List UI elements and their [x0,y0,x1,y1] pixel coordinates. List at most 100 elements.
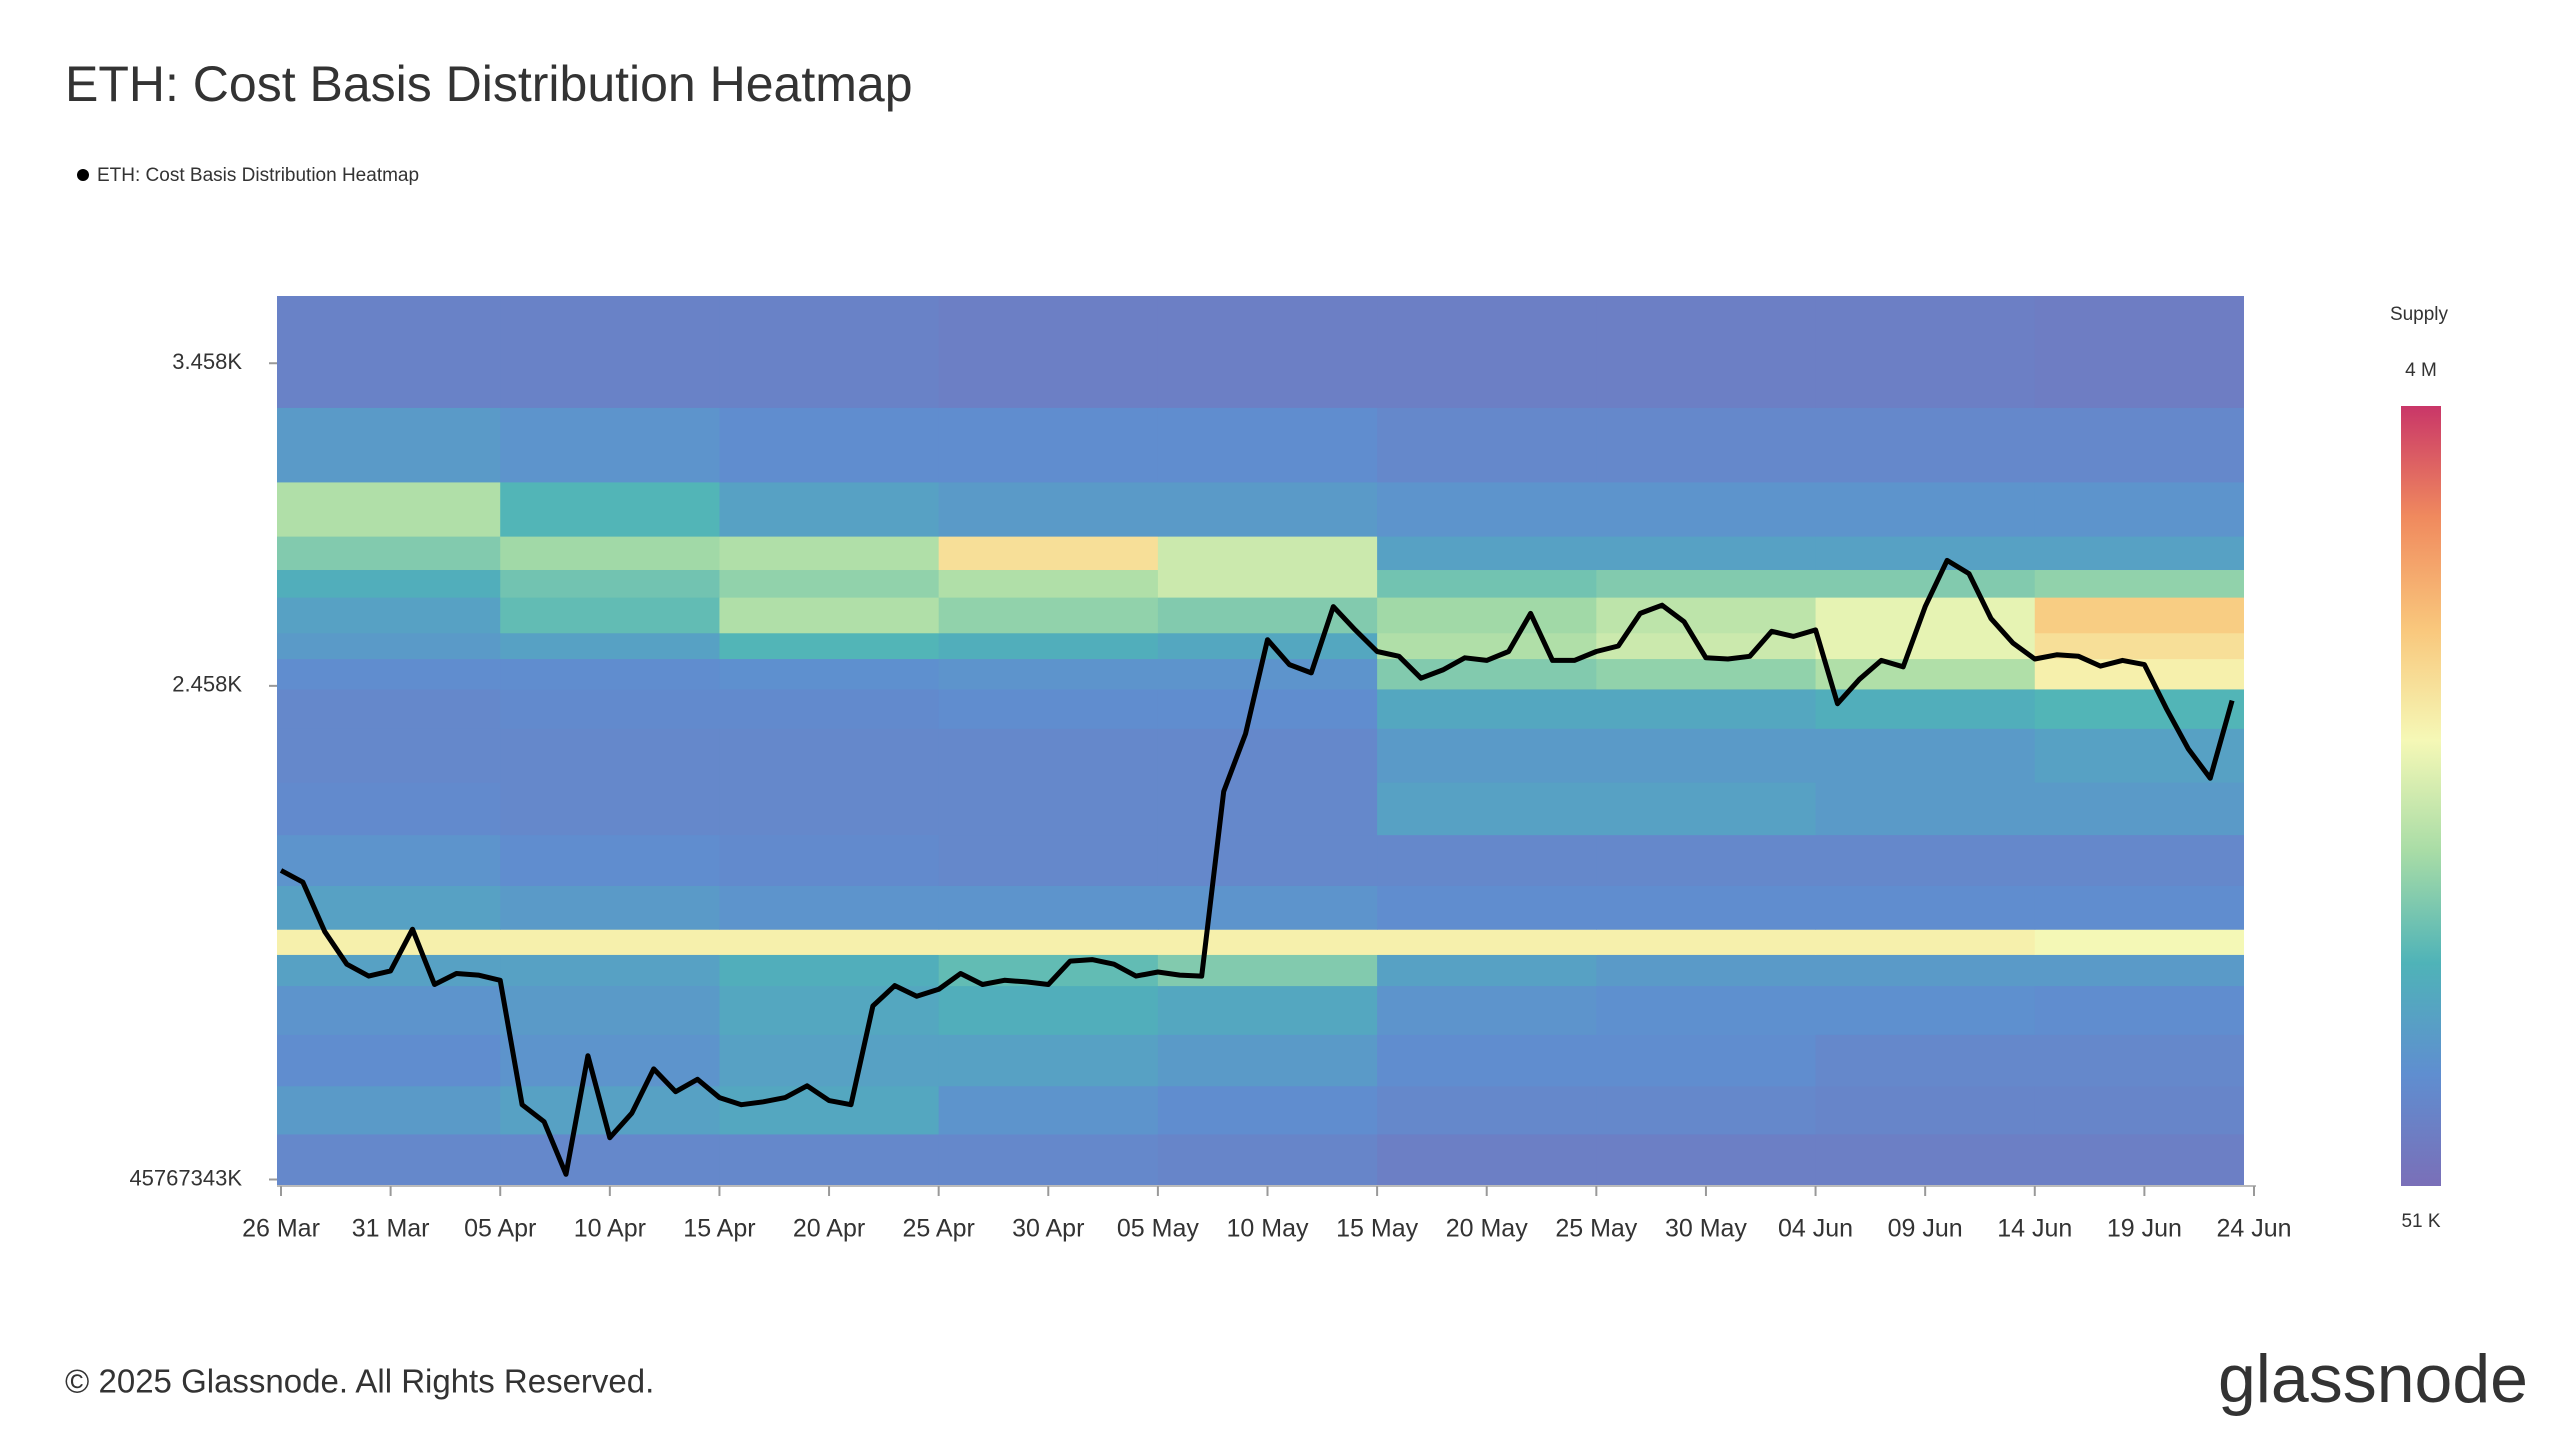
heat-cell [2034,1085,2244,1135]
heat-cell [1377,929,1597,955]
heat-cell [1157,834,1378,886]
heat-cell [938,296,1159,408]
heat-cell [277,569,501,598]
heat-cell [719,885,940,930]
heat-cell [1157,1133,1378,1186]
heat-cell [500,536,720,571]
heat-cell [1596,688,1817,729]
heat-cell [1157,1034,1378,1087]
heat-cell [500,834,720,886]
heat-cell [277,481,501,537]
heat-cell [719,1133,940,1186]
heat-cell [2034,834,2244,886]
colorbar-label: 51 K [2401,1211,2440,1232]
heat-cell [1157,658,1378,690]
heat-cell [277,782,501,836]
heat-cell [2034,407,2244,483]
heat-cell [2034,481,2244,537]
heat-cell [2034,782,2244,836]
heat-cell [1157,1085,1378,1135]
y-tick-label: 45767343K [129,1165,242,1190]
heat-cell [1815,407,2036,483]
x-tick-label: 26 Mar [242,1215,320,1243]
heat-cell [2034,597,2244,634]
heat-cell [277,1085,501,1135]
heat-cell [719,1085,940,1135]
heat-cell [1377,296,1597,408]
price-line [279,557,2235,1177]
heat-cell [719,1034,940,1087]
heat-cell [500,985,720,1035]
heat-cell [938,481,1159,537]
y-tick-label: 3.458K [172,349,242,374]
heat-cell [277,885,501,930]
heat-cell [2034,885,2244,930]
x-tick-label: 05 Apr [464,1215,536,1243]
heat-cell [938,885,1159,930]
x-tick-label: 15 Apr [683,1215,755,1243]
heat-cell [719,954,940,987]
heat-cell [1596,536,1817,571]
heat-cell [277,632,501,660]
heat-cell [1815,688,2036,729]
heat-cell [1815,569,2036,598]
heat-cell [500,481,720,537]
heat-cell [1377,954,1597,987]
heat-cell [1815,1133,2036,1186]
heat-cell [277,407,501,483]
heat-cell [1815,658,2036,690]
heat-cell [2034,569,2244,598]
heat-cell [719,569,940,598]
heat-cell [2034,688,2244,729]
heat-cell [1815,782,2036,836]
heat-cell [719,985,940,1035]
heat-cell [1157,296,1378,408]
heat-cell [500,1034,720,1087]
x-tick-label: 31 Mar [352,1215,430,1243]
heat-cell [938,536,1159,571]
heat-cell [938,782,1159,836]
heat-cell [719,407,940,483]
heat-cell [1377,658,1597,690]
colorbar [2401,406,2441,1186]
heat-cell [1377,728,1597,783]
heat-cell [1815,954,2036,987]
heat-cell [1377,985,1597,1035]
x-tick-label: 15 May [1336,1215,1418,1243]
heat-cell [277,597,501,634]
heat-cell [2034,954,2244,987]
x-tick-label: 20 Apr [793,1215,865,1243]
heat-cell [1596,1034,1817,1087]
heat-cell [1596,296,1817,408]
heat-cell [1377,688,1597,729]
heat-cell [1596,1085,1817,1135]
colorbar-title: Supply [2390,304,2449,325]
heat-cell [938,1133,1159,1186]
heat-cell [2034,985,2244,1035]
heat-cell [1596,929,1817,955]
heat-cell [1157,782,1378,836]
heat-cell [277,834,501,886]
heat-cell [500,954,720,987]
heat-cell [1157,954,1378,987]
heat-cell [938,632,1159,660]
heat-cell [1596,782,1817,836]
heat-cell [1815,536,2036,571]
x-tick-label: 10 Apr [574,1215,646,1243]
x-tick-label: 25 May [1555,1215,1637,1243]
heat-cell [1157,728,1378,783]
x-tick-label: 19 Jun [2107,1215,2182,1243]
heat-cell [1377,782,1597,836]
heat-cell [1157,536,1378,571]
heat-cell [1815,834,2036,886]
heat-cell [719,481,940,537]
heat-cell [1815,296,2036,408]
heat-cell [1377,407,1597,483]
heat-cell [1377,536,1597,571]
heat-cell [1377,569,1597,598]
heat-cell [938,407,1159,483]
heat-cell [277,536,501,571]
heat-cell [1815,885,2036,930]
colorbar-label: 4 M [2405,360,2437,381]
heat-cell [719,688,940,729]
